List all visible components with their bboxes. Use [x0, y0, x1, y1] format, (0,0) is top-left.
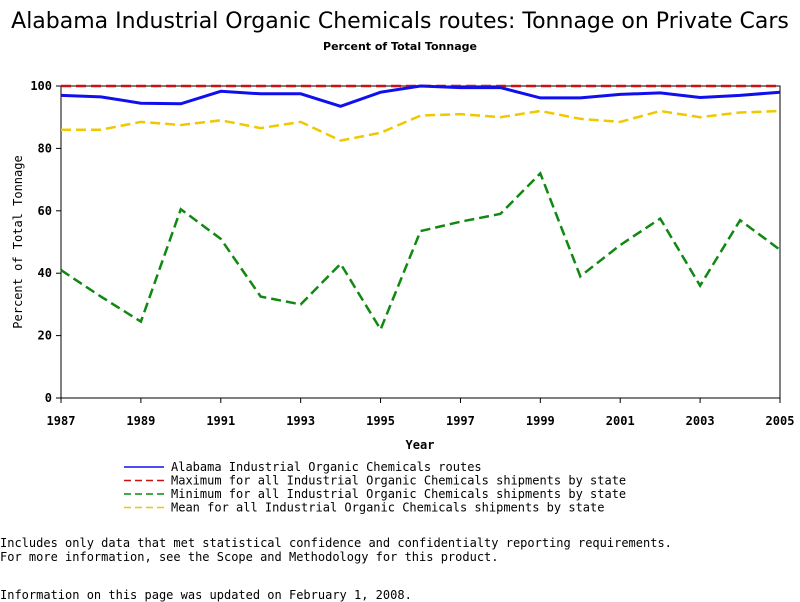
chart-title: Alabama Industrial Organic Chemicals rou…	[11, 9, 789, 34]
y-tick-label: 40	[38, 266, 52, 280]
series-line-0	[61, 86, 780, 106]
series-line-2	[61, 173, 780, 329]
x-tick-label: 1995	[366, 414, 395, 428]
x-tick-label: 2003	[686, 414, 715, 428]
plot-frame	[61, 86, 780, 398]
x-tick-label: 1989	[126, 414, 155, 428]
y-tick-label: 80	[38, 141, 52, 155]
legend-label: Minimum for all Industrial Organic Chemi…	[171, 487, 626, 501]
chart-subtitle: Percent of Total Tonnage	[323, 40, 477, 53]
y-tick-label: 60	[38, 204, 52, 218]
x-tick-label: 1997	[446, 414, 475, 428]
x-tick-label: 1991	[206, 414, 235, 428]
x-tick-label: 2001	[606, 414, 635, 428]
legend-label: Alabama Industrial Organic Chemicals rou…	[171, 460, 482, 474]
legend-label: Mean for all Industrial Organic Chemical…	[171, 501, 604, 515]
x-tick-label: 1993	[286, 414, 315, 428]
series-line-3	[61, 111, 780, 141]
x-axis-label: Year	[406, 438, 435, 452]
y-tick-label: 100	[30, 79, 52, 93]
y-tick-label: 0	[45, 391, 52, 405]
x-tick-label: 2005	[766, 414, 795, 428]
y-axis-label: Percent of Total Tonnage	[11, 155, 25, 328]
legend-label: Maximum for all Industrial Organic Chemi…	[171, 474, 626, 488]
x-tick-label: 1987	[47, 414, 76, 428]
legend: Alabama Industrial Organic Chemicals rou…	[124, 460, 626, 515]
y-tick-label: 20	[38, 329, 52, 343]
x-tick-label: 1999	[526, 414, 555, 428]
note-confidence: Includes only data that met statistical …	[0, 536, 672, 550]
note-methodology: For more information, see the Scope and …	[0, 550, 499, 564]
